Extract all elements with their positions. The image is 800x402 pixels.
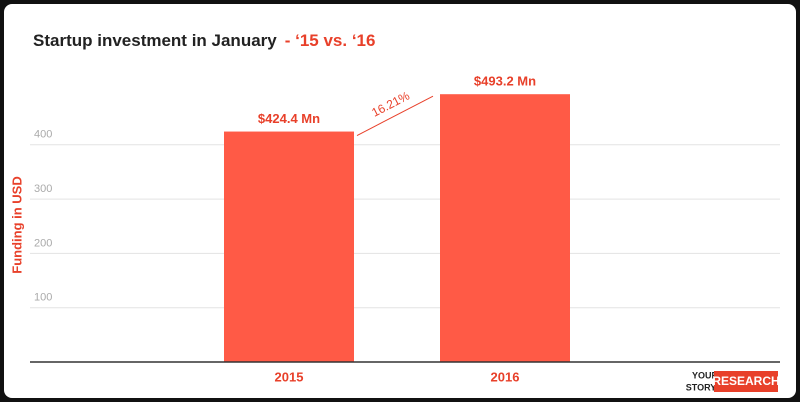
logo-badge: RESEARCH: [712, 374, 779, 388]
annotation-line: [356, 95, 434, 136]
y-tick-label: 200: [34, 237, 52, 249]
value-label: $493.2 Mn: [474, 74, 536, 89]
logo-top: YOUR: [692, 370, 719, 380]
logo-middle: STORY: [686, 382, 717, 392]
y-tick-label: 400: [34, 129, 52, 141]
bar: [440, 94, 570, 363]
y-tick-label: 100: [34, 292, 52, 304]
value-label: $424.4 Mn: [258, 111, 320, 126]
y-axis-label: Funding in USD: [9, 176, 24, 273]
y-tick-label: 300: [34, 183, 52, 195]
bar: [224, 131, 354, 362]
chart-title: Startup investment in January - ‘15 vs. ‘…: [33, 31, 375, 50]
title-suffix: - ‘15 vs. ‘16: [285, 31, 376, 50]
title-main: Startup investment in January: [33, 31, 277, 50]
x-tick-label: 2015: [275, 369, 304, 384]
x-tick-label: 2016: [491, 369, 520, 384]
logo-badge-bg: [714, 371, 778, 392]
panel: [4, 4, 796, 398]
